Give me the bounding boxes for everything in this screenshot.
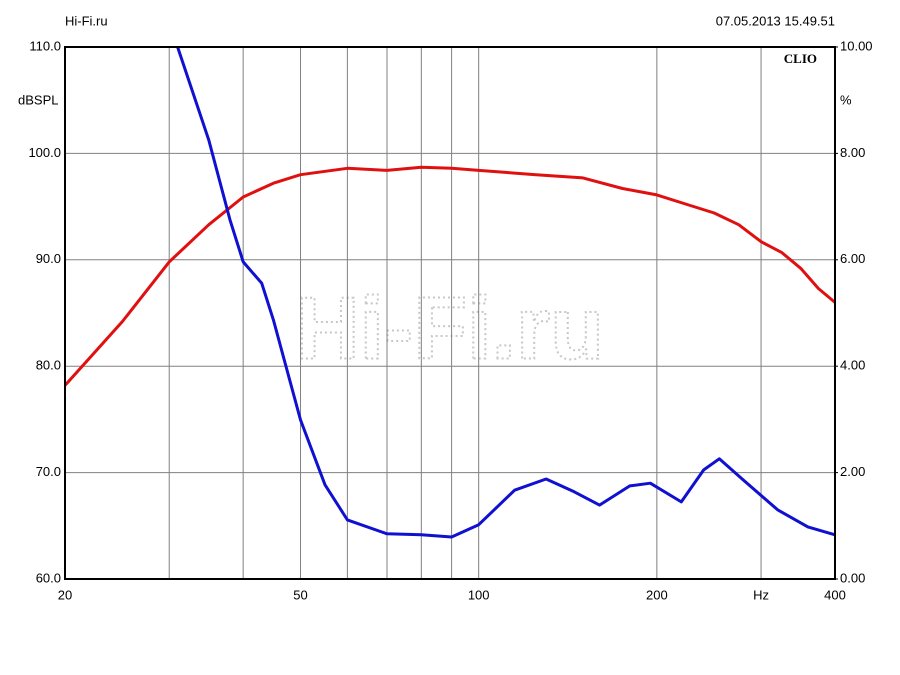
header-right: 07.05.2013 15.49.51 bbox=[716, 13, 835, 28]
x-tick-label: Hz bbox=[753, 587, 769, 602]
watermark: Hi-Fi.ru bbox=[296, 278, 604, 377]
x-tick-label: 50 bbox=[293, 587, 307, 602]
x-tick-label: 400 bbox=[824, 587, 846, 602]
y-tick-label: 110.0 bbox=[29, 38, 61, 53]
header-left: Hi-Fi.ru bbox=[65, 13, 108, 28]
x-tick-label: 200 bbox=[646, 587, 668, 602]
y-axis-label: dBSPL bbox=[18, 92, 58, 107]
y2-tick-label: 2.00 bbox=[840, 464, 865, 479]
y-tick-label: 70.0 bbox=[36, 464, 61, 479]
plot-frame bbox=[64, 46, 836, 580]
data-line bbox=[65, 165, 835, 387]
y2-tick-label: 6.00 bbox=[840, 251, 865, 266]
y-tick-label: 90.0 bbox=[36, 251, 61, 266]
y-tick-label: 80.0 bbox=[36, 358, 61, 373]
y2-axis-label: % bbox=[840, 92, 852, 107]
x-tick-label: 100 bbox=[468, 587, 490, 602]
x-tick-label: 20 bbox=[58, 587, 72, 602]
y2-tick-label: 4.00 bbox=[840, 358, 865, 373]
data-line bbox=[176, 47, 835, 539]
brand: CLIO bbox=[784, 51, 817, 66]
y2-tick-label: 10.00 bbox=[840, 38, 873, 53]
y2-tick-label: 0.00 bbox=[840, 570, 865, 585]
y-tick-label: 100.0 bbox=[28, 145, 61, 160]
y2-tick-label: 8.00 bbox=[840, 145, 865, 160]
y-tick-label: 60.0 bbox=[36, 570, 61, 585]
